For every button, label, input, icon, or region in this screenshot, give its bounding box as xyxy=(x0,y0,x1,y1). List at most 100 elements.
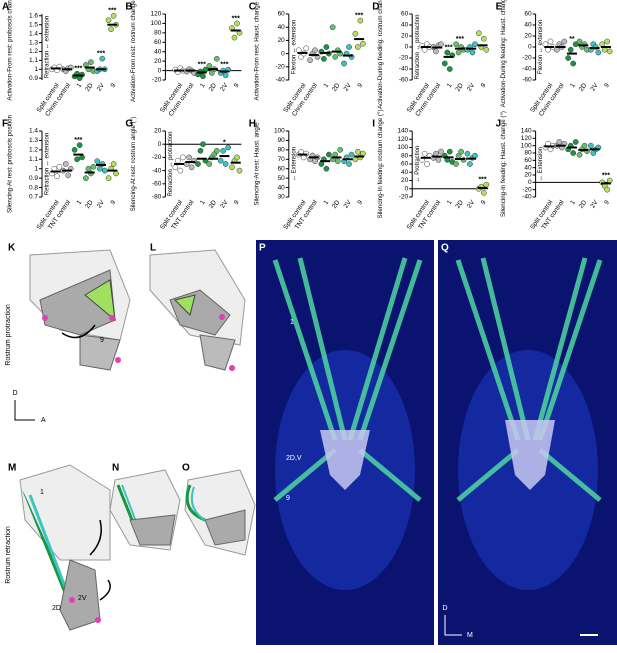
orientation-k xyxy=(14,400,35,421)
data-point xyxy=(475,30,482,37)
y-tick-label: 1 xyxy=(34,165,38,172)
y-tick-label: 80 xyxy=(154,30,162,37)
y-tick-label: -20 xyxy=(399,194,409,201)
diagram-k xyxy=(29,249,131,371)
data-point xyxy=(346,161,352,167)
x-tick-label: 2D xyxy=(331,199,342,210)
data-point xyxy=(332,151,339,158)
y-axis-label: Activation-From rest: Haust. change (°) xyxy=(253,0,260,101)
significance: *** xyxy=(74,137,82,144)
x-tick-label: 2V xyxy=(343,199,354,210)
axis-label: D xyxy=(12,390,17,397)
y-tick-label: 1.4 xyxy=(29,128,38,135)
data-point xyxy=(220,147,226,154)
data-point xyxy=(186,154,192,161)
data-point xyxy=(604,186,611,193)
x-tick-label: 9 xyxy=(603,82,611,89)
y-tick-label: 30 xyxy=(278,194,286,201)
y-tick-label: 0 xyxy=(158,141,162,148)
y-tick-label: 60 xyxy=(401,161,409,168)
data-point xyxy=(88,59,94,66)
x-tick-label: 9 xyxy=(480,199,488,206)
x-tick-label: 2V xyxy=(219,82,230,93)
x-tick-label: 2D xyxy=(208,199,219,210)
data-point xyxy=(360,150,366,157)
x-tick-label: 9 xyxy=(233,199,241,206)
y-axis-label: Silencing-At rest: proboscis position xyxy=(7,114,14,213)
y-tick-label: 20 xyxy=(524,172,532,179)
significance: *** xyxy=(198,61,206,68)
data-point xyxy=(206,63,213,69)
data-point xyxy=(85,165,92,172)
significance: *** xyxy=(602,172,610,179)
significance: * xyxy=(223,139,226,146)
data-point xyxy=(547,38,554,45)
panel-label: O xyxy=(182,463,190,474)
x-tick-label: 2D xyxy=(84,82,95,93)
data-point xyxy=(441,60,448,67)
direction-label: Retraction ↔ extension xyxy=(45,16,51,78)
direction-label: ↔ Protraction xyxy=(415,146,421,183)
data-point xyxy=(469,49,476,56)
data-point xyxy=(329,24,336,31)
muscle-label: 9 xyxy=(100,337,104,344)
data-point xyxy=(483,46,490,53)
panel-label: F xyxy=(2,119,8,130)
data-point xyxy=(225,144,231,151)
x-tick-label: 2D xyxy=(578,199,589,210)
data-point xyxy=(453,41,459,48)
y-tick-label: 40 xyxy=(154,48,162,55)
data-point xyxy=(357,17,364,24)
x-tick-label: 2V xyxy=(589,82,600,93)
y-tick-label: -20 xyxy=(522,55,532,62)
direction-label: Flexion ↔ extension xyxy=(538,20,544,74)
data-point xyxy=(472,152,478,159)
data-point xyxy=(222,161,229,167)
y-tick-label: 120 xyxy=(151,11,162,18)
data-point xyxy=(606,48,613,55)
data-point xyxy=(200,141,206,148)
x-tick-label: 9 xyxy=(603,199,611,206)
data-point xyxy=(65,172,72,179)
y-tick-label: 1 xyxy=(34,66,38,73)
data-point xyxy=(312,47,318,54)
data-point xyxy=(54,173,60,180)
data-point xyxy=(197,147,204,154)
x-tick-label: 2V xyxy=(96,82,107,93)
data-point xyxy=(105,17,112,24)
data-point xyxy=(438,41,444,48)
data-point xyxy=(113,170,119,177)
x-tick-label: 1 xyxy=(76,82,84,89)
y-tick-label: 50 xyxy=(278,175,286,182)
y-tick-label: -80 xyxy=(152,194,162,201)
data-point xyxy=(455,49,462,56)
x-tick-label: 1 xyxy=(199,199,207,206)
panel-label: I xyxy=(372,119,375,130)
significance: *** xyxy=(97,50,105,57)
data-point xyxy=(234,154,240,161)
y-tick-label: 1.1 xyxy=(29,57,38,64)
data-point xyxy=(79,154,85,161)
x-tick-label: 2V xyxy=(96,199,107,210)
data-point xyxy=(101,167,108,174)
y-tick-label: 40 xyxy=(278,184,286,191)
y-tick-label: 20 xyxy=(154,58,162,65)
panel-label: C xyxy=(249,2,256,13)
x-tick-label: 2D xyxy=(454,199,465,210)
x-tick-label: 9 xyxy=(356,82,364,89)
y-tick-label: 120 xyxy=(397,136,408,143)
y-tick-label: -40 xyxy=(522,194,532,201)
y-tick-label: 0 xyxy=(528,179,532,186)
y-tick-label: 1.2 xyxy=(29,147,38,154)
data-point xyxy=(234,20,240,27)
y-tick-label: 90 xyxy=(278,137,286,144)
data-point xyxy=(332,54,339,60)
data-point xyxy=(572,139,579,145)
row-label: Rostrum protraction xyxy=(5,304,12,366)
y-tick-label: -60 xyxy=(522,77,532,84)
data-point xyxy=(355,148,361,155)
y-tick-label: 0.8 xyxy=(29,184,38,191)
data-point xyxy=(298,148,305,155)
data-point xyxy=(74,156,80,163)
panel-label: Q xyxy=(441,243,449,254)
